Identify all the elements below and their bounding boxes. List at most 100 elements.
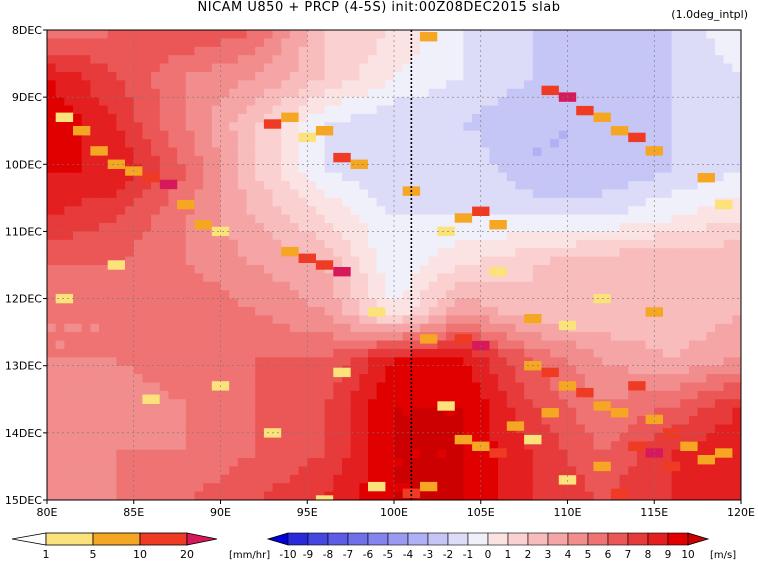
wind-cell	[688, 231, 699, 241]
wind-cell	[177, 332, 187, 342]
wind-cell	[463, 46, 473, 56]
wind-cell	[116, 399, 126, 409]
wind-cell	[367, 432, 378, 442]
wind-cell	[723, 290, 733, 300]
wind-cell	[706, 323, 716, 333]
wind-cell	[211, 181, 222, 191]
wind-cell	[133, 223, 144, 233]
wind-cell	[203, 424, 213, 434]
wind-cell	[116, 130, 126, 140]
wind-cell	[255, 55, 265, 65]
wind-cell	[99, 332, 109, 342]
wind-cell	[706, 357, 716, 367]
wind-cell	[558, 315, 569, 325]
wind-cell	[376, 466, 386, 476]
wind-cell	[532, 63, 543, 73]
wind-cell	[350, 483, 360, 493]
wind-cell	[272, 181, 282, 191]
wind-cell	[220, 491, 230, 500]
wind-cell	[506, 382, 517, 392]
wind-cell	[498, 147, 508, 157]
wind-cell	[116, 424, 126, 434]
wind-cell	[99, 424, 109, 434]
wind-cell	[341, 97, 352, 107]
wind-cell	[263, 348, 274, 358]
wind-cell	[558, 206, 569, 216]
wind-cell	[576, 206, 586, 216]
wind-cell	[671, 105, 681, 115]
wind-cell	[367, 155, 378, 165]
wind-legend-swatch	[387, 532, 409, 546]
wind-cell	[680, 416, 690, 426]
wind-cell	[593, 273, 603, 283]
wind-cell	[541, 38, 551, 48]
wind-cell	[394, 390, 404, 400]
wind-cell	[298, 458, 308, 468]
wind-cell	[263, 474, 274, 484]
wind-cell	[636, 63, 647, 73]
wind-cell	[315, 46, 326, 56]
wind-cell	[524, 273, 534, 283]
wind-cell	[168, 416, 178, 426]
wind-cell	[394, 214, 404, 224]
wind-cell	[680, 139, 690, 149]
wind-cell	[680, 80, 690, 90]
wind-cell	[133, 306, 144, 316]
wind-cell	[263, 88, 274, 98]
wind-cell	[706, 441, 716, 451]
wind-cell	[654, 432, 664, 442]
wind-cell	[99, 256, 109, 266]
wind-cell	[437, 390, 447, 400]
wind-cell	[463, 474, 473, 484]
wind-cell	[246, 38, 256, 48]
wind-cell	[255, 139, 265, 149]
wind-cell	[159, 340, 170, 350]
wind-cell	[55, 122, 65, 132]
wind-cell	[107, 38, 117, 48]
wind-cell	[341, 214, 352, 224]
wind-cell	[350, 71, 360, 81]
wind-cell	[428, 432, 438, 442]
wind-cell	[732, 248, 741, 258]
wind-cell	[211, 105, 222, 115]
wind-cell	[420, 55, 430, 65]
wind-cell	[697, 281, 707, 291]
wind-cell	[133, 290, 144, 300]
wind-cell	[177, 374, 187, 384]
wind-cell	[168, 273, 178, 283]
wind-cell	[116, 357, 126, 367]
wind-cell	[506, 265, 517, 274]
wind-cell	[697, 181, 707, 191]
wind-cell	[636, 214, 647, 224]
wind-cell	[47, 483, 57, 493]
wind-cell	[446, 407, 456, 417]
wind-cell	[194, 281, 204, 291]
wind-cell	[376, 88, 386, 98]
wind-cell	[289, 71, 300, 81]
wind-cell	[324, 306, 334, 316]
wind-cell	[515, 281, 525, 291]
wind-cell	[688, 390, 699, 400]
wind-cell	[220, 147, 230, 157]
wind-cell	[584, 374, 595, 384]
wind-cell	[610, 483, 621, 493]
wind-cell	[602, 46, 612, 56]
wind-cell	[524, 147, 534, 157]
wind-cell	[246, 483, 256, 493]
wind-cell	[420, 449, 430, 459]
wind-cell	[454, 30, 465, 39]
wind-cell	[662, 357, 673, 367]
wind-cell	[697, 105, 707, 115]
wind-cell	[515, 122, 525, 132]
wind-cell	[341, 181, 352, 191]
wind-cell	[489, 365, 499, 375]
wind-cell	[133, 458, 144, 468]
wind-cell	[246, 231, 256, 241]
wind-cell	[576, 214, 586, 224]
wind-cell	[255, 466, 265, 476]
wind-cell	[420, 113, 430, 123]
wind-cell	[90, 273, 100, 283]
precip-cell	[558, 475, 577, 485]
wind-cell	[584, 382, 595, 392]
wind-cell	[229, 273, 239, 283]
